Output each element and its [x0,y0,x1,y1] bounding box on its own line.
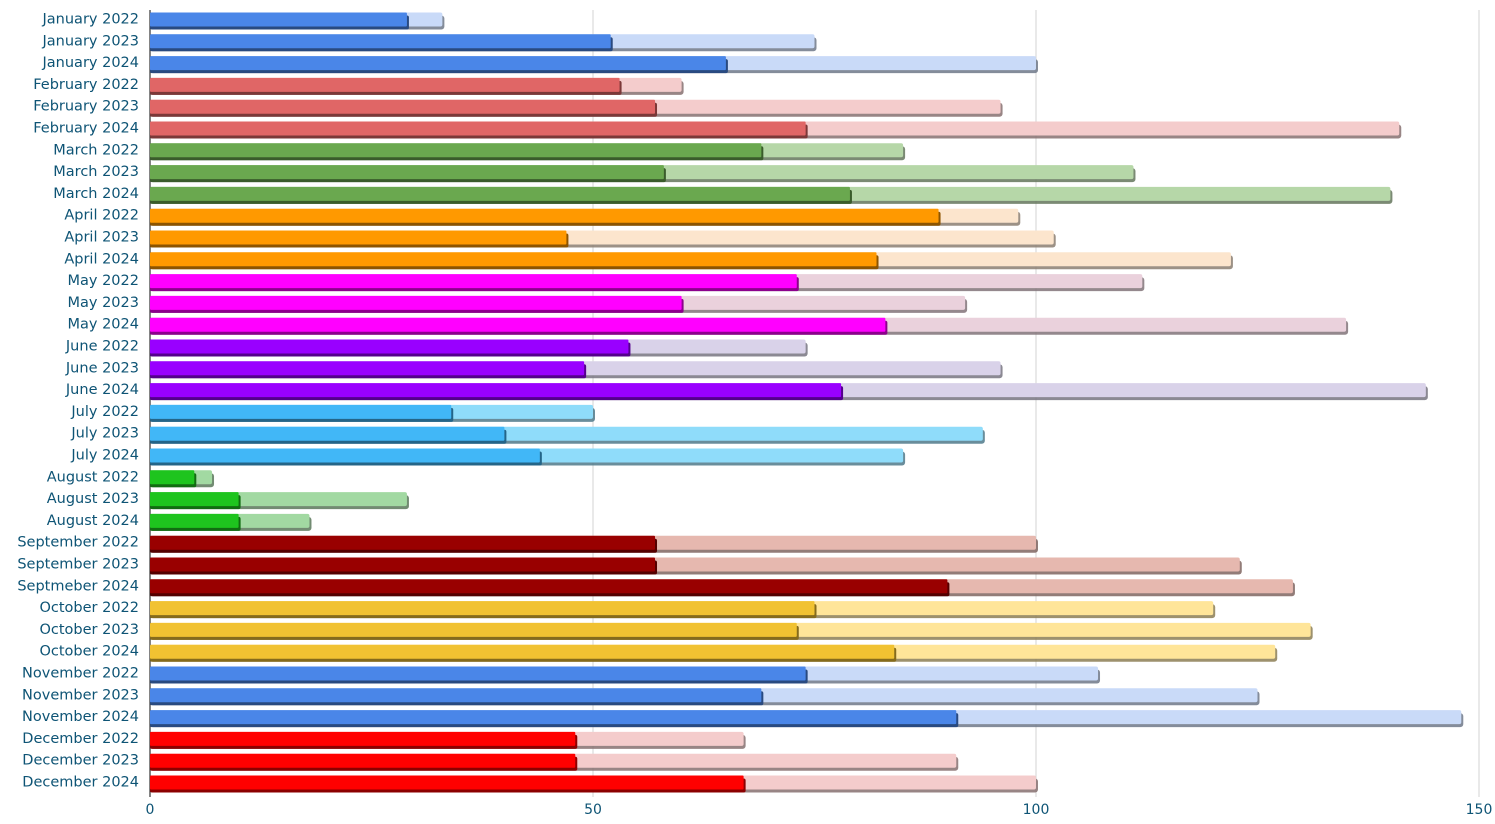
category-label-17: June 2023 [65,360,139,376]
category-label-21: July 2024 [70,448,139,464]
category-label-22: August 2022 [47,469,139,485]
category-labels: January 2022 January 2023 January 2024 Febr… [17,12,139,791]
grid-lines [149,10,1480,797]
bar-actual-10 [150,208,939,223]
category-label-2: January 2023 [42,33,139,49]
bar-actual-26 [150,557,656,572]
bar-actual-4 [150,77,620,92]
bar-actual-33 [150,710,957,725]
category-label-23: August 2023 [47,491,139,507]
bar-actual-21 [150,448,540,463]
bar-actual-32 [150,688,762,703]
bar-actual-11 [150,230,567,245]
bar-actual-8 [150,165,664,180]
bar-actual-23 [150,492,239,507]
x-tick-label-0: 0 [146,802,155,818]
category-label-30: October 2024 [39,644,139,660]
bar-actual-20 [150,426,505,441]
x-axis-tick-labels: 0 50 100 150 [146,802,1493,818]
category-label-3: January 2024 [42,55,139,71]
category-label-4: February 2022 [33,77,139,93]
category-label-35: December 2023 [22,753,139,769]
category-label-11: April 2023 [64,230,139,246]
category-label-34: December 2022 [22,731,139,747]
category-label-36: December 2024 [22,775,139,791]
category-label-29: October 2023 [39,622,139,638]
category-label-14: May 2023 [68,295,140,311]
bar-actual-13 [150,274,797,289]
category-label-27: Septmeber 2024 [17,578,139,594]
bar-actual-12 [150,252,877,267]
category-label-32: November 2023 [22,687,139,703]
bar-actual-29 [150,622,797,637]
category-label-19: July 2022 [70,404,139,420]
bar-actual-31 [150,666,806,681]
bars [150,12,1464,793]
category-label-13: May 2022 [68,273,140,289]
bar-actual-16 [150,339,629,354]
x-tick-label-50: 50 [584,802,602,818]
bar-actual-25 [150,535,656,550]
category-label-6: February 2024 [33,121,139,137]
category-label-20: July 2023 [70,426,139,442]
bar-actual-34 [150,731,576,746]
bar-actual-5 [150,99,656,114]
bar-actual-27 [150,579,948,594]
bar-actual-18 [150,383,842,398]
bar-actual-30 [150,644,895,659]
category-label-9: March 2024 [53,186,139,202]
bar-actual-3 [150,56,726,71]
category-label-25: September 2022 [17,535,139,551]
category-label-15: May 2024 [68,317,140,333]
bar-actual-15 [150,317,886,332]
category-label-26: September 2023 [17,557,139,573]
x-tick-label-100: 100 [1023,802,1050,818]
bar-actual-6 [150,121,806,136]
bar-actual-14 [150,295,682,310]
category-label-31: November 2022 [22,666,139,682]
bar-actual-9 [150,186,850,201]
bar-actual-7 [150,143,762,158]
category-label-5: February 2023 [33,99,139,115]
category-label-10: April 2022 [64,208,139,224]
category-label-7: March 2022 [53,142,139,158]
bar-actual-24 [150,513,239,528]
category-label-8: March 2023 [53,164,139,180]
category-label-1: January 2022 [42,12,139,28]
bar-actual-17 [150,361,585,376]
bar-actual-2 [150,34,611,49]
bar-actual-1 [150,12,407,27]
category-label-33: November 2024 [22,709,139,725]
bar-actual-35 [150,753,576,768]
bar-actual-19 [150,404,452,419]
category-label-28: October 2022 [39,600,139,616]
category-label-24: August 2024 [47,513,139,529]
bar-actual-28 [150,601,815,616]
x-tick-label-150: 150 [1466,802,1493,818]
bar-actual-22 [150,470,195,485]
bar-actual-36 [150,775,744,790]
category-label-16: June 2022 [65,339,139,355]
category-label-12: April 2024 [64,251,139,267]
category-label-18: June 2024 [65,382,139,398]
